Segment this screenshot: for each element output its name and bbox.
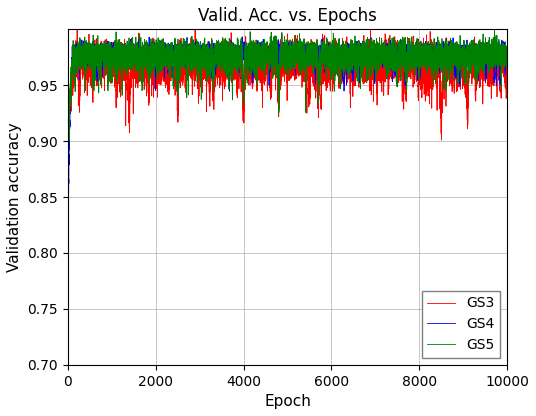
GS3 bbox=[151, 52, 157, 57]
GS4 bbox=[483, 51, 489, 56]
Line: GS3: GS3 bbox=[68, 30, 507, 140]
GS4 bbox=[151, 53, 157, 58]
GS4 bbox=[65, 259, 72, 264]
Y-axis label: Validation accuracy: Validation accuracy bbox=[7, 122, 22, 272]
GS5 bbox=[492, 27, 498, 32]
GS5 bbox=[151, 59, 157, 64]
GS3 bbox=[483, 51, 489, 56]
Title: Valid. Acc. vs. Epochs: Valid. Acc. vs. Epochs bbox=[198, 7, 377, 25]
GS3 bbox=[504, 65, 510, 70]
X-axis label: Epoch: Epoch bbox=[264, 394, 311, 409]
Legend: GS3, GS4, GS5: GS3, GS4, GS5 bbox=[422, 291, 500, 358]
GS3 bbox=[74, 27, 80, 32]
GS4 bbox=[110, 52, 116, 57]
GS5 bbox=[368, 53, 374, 58]
GS5 bbox=[483, 42, 489, 47]
GS4 bbox=[65, 43, 71, 48]
GS5 bbox=[362, 59, 368, 64]
GS4 bbox=[368, 53, 374, 58]
GS5 bbox=[110, 61, 116, 66]
GS4 bbox=[504, 51, 510, 56]
GS4 bbox=[239, 35, 245, 40]
GS4 bbox=[362, 53, 368, 58]
GS5 bbox=[65, 173, 72, 178]
GS3 bbox=[362, 45, 368, 50]
GS5 bbox=[504, 52, 510, 57]
GS3 bbox=[110, 59, 116, 64]
Line: GS4: GS4 bbox=[68, 37, 507, 261]
GS3 bbox=[321, 64, 327, 69]
GS3 bbox=[438, 138, 445, 143]
GS3 bbox=[65, 55, 71, 60]
GS3 bbox=[368, 83, 374, 88]
GS5 bbox=[65, 54, 71, 59]
Line: GS5: GS5 bbox=[68, 30, 507, 176]
GS5 bbox=[321, 41, 327, 46]
GS4 bbox=[321, 41, 327, 46]
